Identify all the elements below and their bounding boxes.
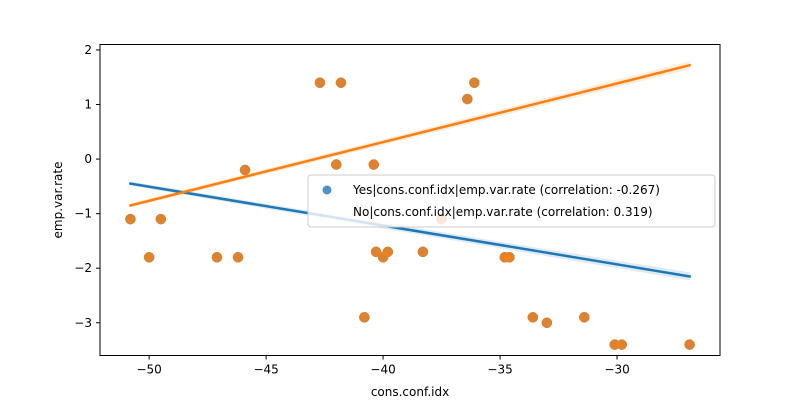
y-tick-label: 0 [84, 152, 92, 166]
x-tick-label: −40 [370, 363, 395, 377]
x-tick-label: −35 [487, 363, 512, 377]
legend-label-no: No|cons.conf.idx|emp.var.rate (correlati… [353, 205, 653, 219]
y-tick-label: −1 [74, 207, 92, 221]
scatter-point-series-1 [359, 312, 370, 323]
scatter-point-series-1 [579, 312, 590, 323]
scatter-point-series-1 [370, 246, 382, 258]
x-tick-label: −50 [136, 363, 161, 377]
scatter-point-series-1 [469, 77, 480, 88]
scatter-point-series-1 [462, 93, 473, 105]
y-tick-label: −2 [74, 261, 92, 275]
scatter-point-series-1 [125, 213, 136, 225]
legend-marker-yes [322, 185, 332, 195]
scatter-point-series-1 [527, 312, 539, 323]
scatter-point-series-1 [211, 252, 223, 263]
x-axis-title: cons.conf.idx [371, 385, 449, 399]
x-tick-label: −30 [604, 363, 629, 377]
legend-box [307, 174, 716, 228]
scatter-point-series-1 [335, 77, 347, 88]
scatter-point-series-1 [232, 252, 244, 263]
legend: Yes|cons.conf.idx|emp.var.rate (correlat… [307, 174, 716, 228]
scatter-point-series-1 [239, 164, 251, 176]
x-axis: −50 −45 −40 −35 −30 [136, 355, 630, 377]
scatter-point-series-1 [143, 252, 155, 263]
scatter-point-series-1 [377, 252, 389, 263]
scatter-point-series-1 [155, 213, 167, 225]
legend-label-yes: Yes|cons.conf.idx|emp.var.rate (correlat… [352, 183, 660, 197]
plot-area [125, 61, 695, 350]
y-axis-title: emp.var.rate [51, 162, 65, 239]
scatter-point-series-1 [417, 246, 429, 258]
scatter-point-series-1 [314, 77, 326, 88]
y-tick-label: 1 [84, 98, 92, 112]
scatter-point-series-1 [504, 252, 515, 263]
scatter-point-series-1 [331, 159, 342, 170]
plot-frame [99, 44, 721, 356]
scatter-point-series-1 [541, 317, 553, 329]
y-tick-label: −3 [74, 316, 92, 330]
scatter-point-series-1 [684, 339, 695, 350]
regression-line-series-0 [128, 182, 692, 278]
y-axis: −3 −2 −1 0 1 2 [74, 43, 100, 330]
scatter-point-series-1 [616, 339, 627, 350]
scatter-point-series-1 [368, 159, 379, 170]
y-tick-label: 2 [84, 43, 92, 57]
x-tick-label: −45 [253, 363, 278, 377]
regression-line-series-1 [128, 63, 692, 207]
